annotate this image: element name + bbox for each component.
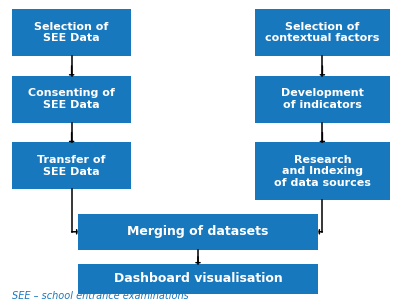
- FancyBboxPatch shape: [12, 9, 131, 56]
- FancyBboxPatch shape: [12, 142, 131, 189]
- Text: Merging of datasets: Merging of datasets: [127, 225, 269, 238]
- Text: Research
and Indexing
of data sources: Research and Indexing of data sources: [274, 155, 371, 188]
- FancyBboxPatch shape: [78, 214, 318, 250]
- Text: Dashboard visualisation: Dashboard visualisation: [114, 272, 282, 285]
- FancyBboxPatch shape: [255, 76, 390, 123]
- FancyBboxPatch shape: [78, 264, 318, 294]
- Text: Transfer of
SEE Data: Transfer of SEE Data: [37, 155, 106, 177]
- Text: Selection of
SEE Data: Selection of SEE Data: [35, 22, 109, 43]
- Text: Development
of indicators: Development of indicators: [281, 88, 364, 110]
- FancyBboxPatch shape: [12, 76, 131, 123]
- FancyBboxPatch shape: [255, 9, 390, 56]
- Text: Selection of
contextual factors: Selection of contextual factors: [265, 22, 380, 43]
- FancyBboxPatch shape: [255, 142, 390, 200]
- Text: Consenting of
SEE Data: Consenting of SEE Data: [28, 88, 115, 110]
- Text: SEE – school entrance examinations: SEE – school entrance examinations: [12, 291, 189, 301]
